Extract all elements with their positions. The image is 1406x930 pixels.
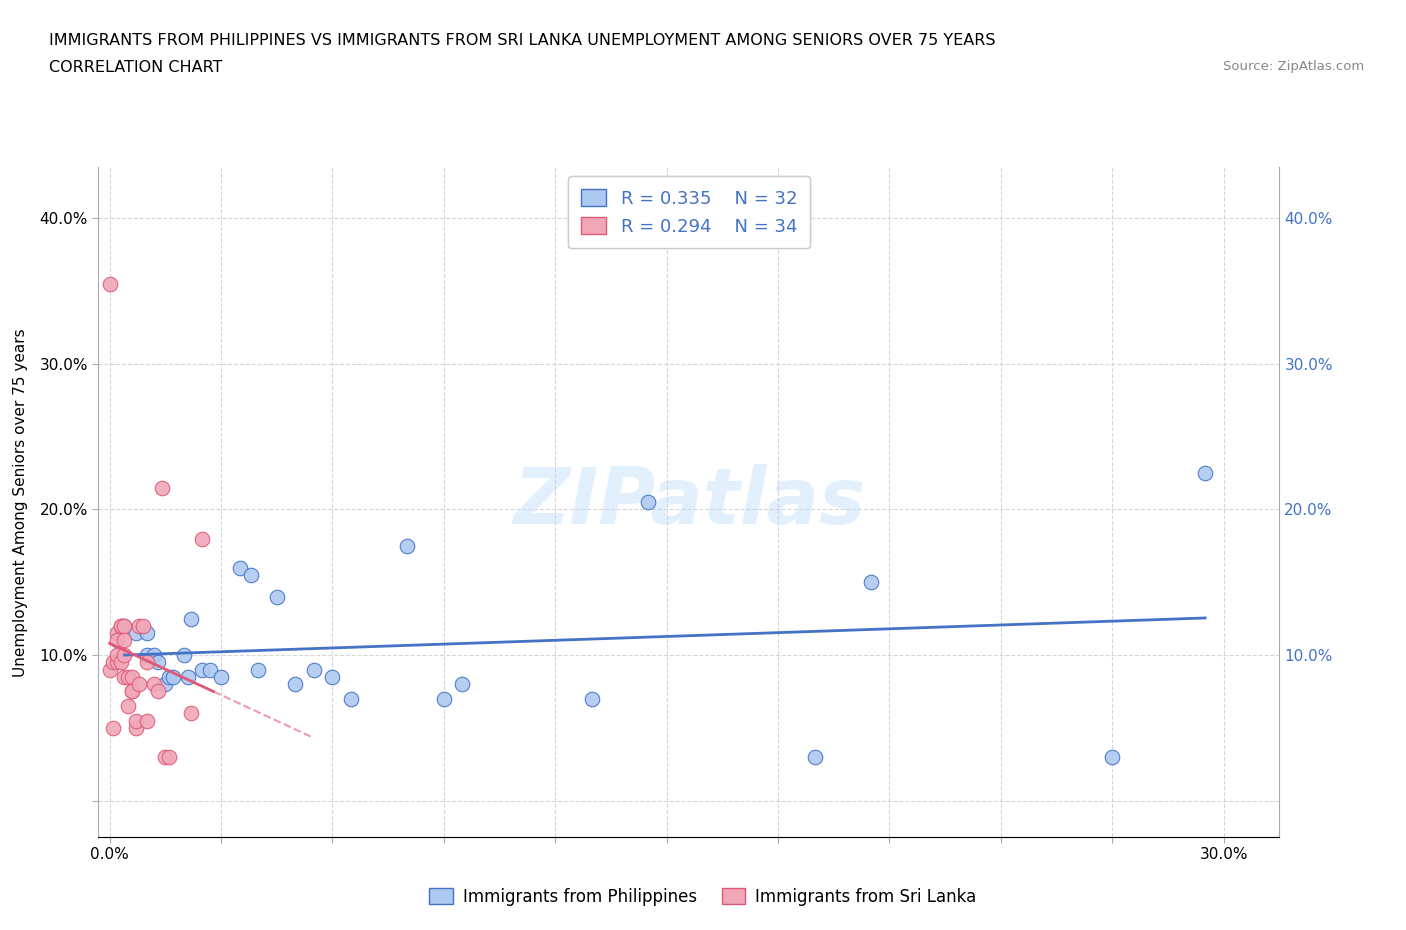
Point <box>191 662 214 677</box>
Point <box>180 706 202 721</box>
Legend: R = 0.335    N = 32, R = 0.294    N = 34: R = 0.335 N = 32, R = 0.294 N = 34 <box>568 177 810 248</box>
Point <box>105 647 128 662</box>
Point <box>150 480 173 495</box>
Point <box>124 626 146 641</box>
Point <box>155 750 177 764</box>
Point <box>209 670 232 684</box>
Point <box>239 567 262 582</box>
Point <box>859 575 882 590</box>
Point <box>146 684 169 698</box>
Y-axis label: Unemployment Among Seniors over 75 years: Unemployment Among Seniors over 75 years <box>14 328 28 676</box>
Point <box>112 618 135 633</box>
Point <box>128 618 150 633</box>
Point <box>105 655 128 670</box>
Point <box>135 655 157 670</box>
Point <box>124 713 146 728</box>
Point <box>103 655 125 670</box>
Point <box>105 633 128 648</box>
Point <box>157 750 180 764</box>
Point <box>121 670 143 684</box>
Point <box>1194 466 1216 481</box>
Point <box>176 670 198 684</box>
Point <box>117 698 139 713</box>
Point <box>98 276 121 291</box>
Point <box>128 677 150 692</box>
Point <box>321 670 343 684</box>
Point <box>191 531 214 546</box>
Point <box>98 662 121 677</box>
Point <box>121 684 143 698</box>
Point <box>302 662 325 677</box>
Point <box>135 647 157 662</box>
Point <box>340 691 363 706</box>
Point <box>135 626 157 641</box>
Point <box>112 633 135 648</box>
Point <box>157 670 180 684</box>
Text: IMMIGRANTS FROM PHILIPPINES VS IMMIGRANTS FROM SRI LANKA UNEMPLOYMENT AMONG SENI: IMMIGRANTS FROM PHILIPPINES VS IMMIGRANT… <box>49 33 995 47</box>
Point <box>124 721 146 736</box>
Point <box>581 691 603 706</box>
Point <box>266 590 288 604</box>
Point <box>117 670 139 684</box>
Point <box>637 495 659 510</box>
Point <box>180 611 202 626</box>
Point <box>247 662 270 677</box>
Point <box>121 684 143 698</box>
Point <box>103 721 125 736</box>
Point <box>198 662 221 677</box>
Point <box>1101 750 1123 764</box>
Point <box>110 655 132 670</box>
Point <box>173 647 195 662</box>
Point <box>135 713 157 728</box>
Point <box>132 618 155 633</box>
Point <box>105 626 128 641</box>
Point <box>112 647 135 662</box>
Point <box>433 691 456 706</box>
Point <box>112 618 135 633</box>
Point <box>143 647 166 662</box>
Text: ZIPatlas: ZIPatlas <box>513 464 865 540</box>
Point <box>804 750 827 764</box>
Point <box>110 618 132 633</box>
Point <box>110 618 132 633</box>
Legend: Immigrants from Philippines, Immigrants from Sri Lanka: Immigrants from Philippines, Immigrants … <box>423 881 983 912</box>
Point <box>162 670 184 684</box>
Point <box>146 655 169 670</box>
Point <box>284 677 307 692</box>
Point <box>112 670 135 684</box>
Text: CORRELATION CHART: CORRELATION CHART <box>49 60 222 75</box>
Point <box>451 677 474 692</box>
Text: Source: ZipAtlas.com: Source: ZipAtlas.com <box>1223 60 1364 73</box>
Point <box>228 560 250 575</box>
Point <box>155 677 177 692</box>
Point <box>143 677 166 692</box>
Point <box>395 538 418 553</box>
